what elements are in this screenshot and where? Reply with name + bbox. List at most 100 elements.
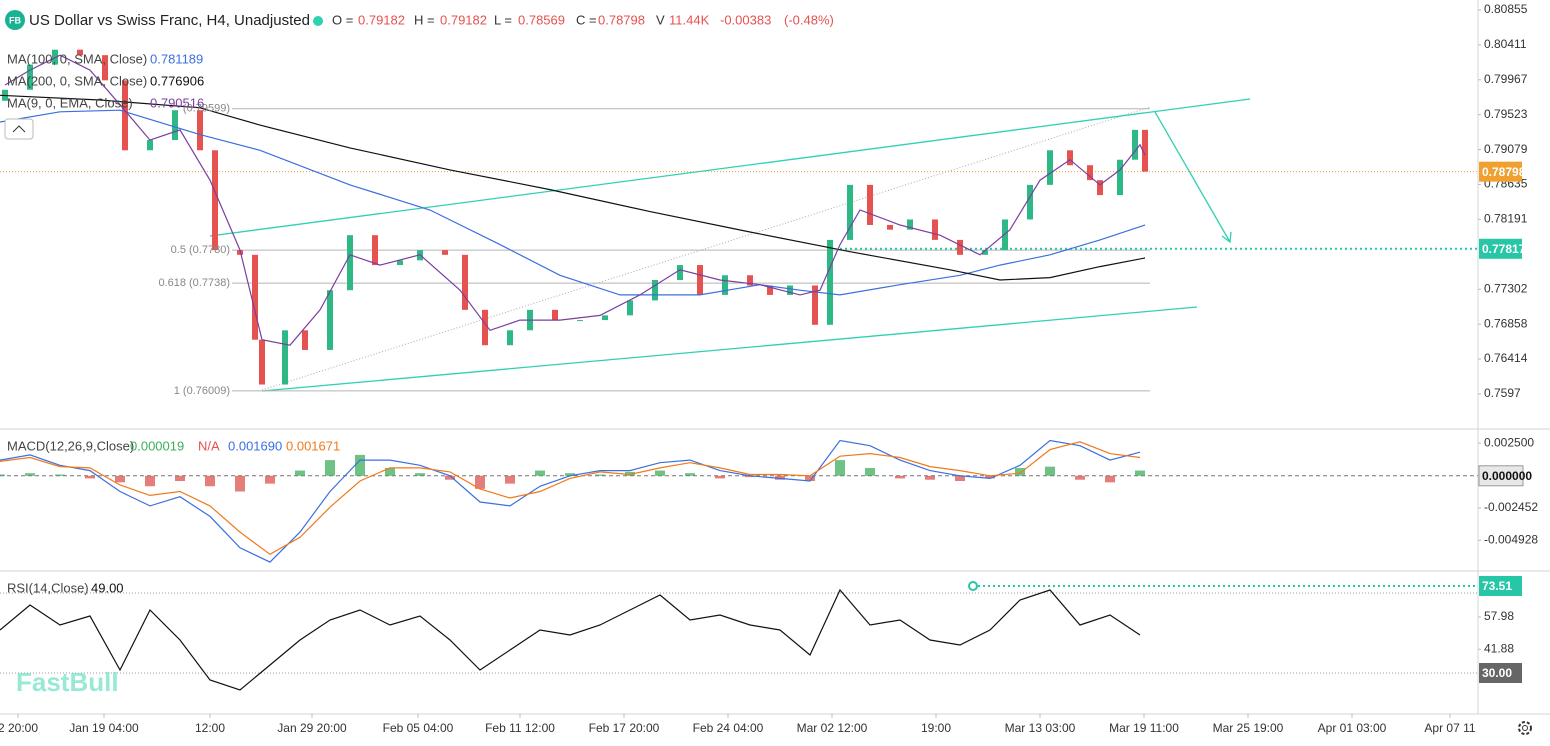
macd-histogram-bar <box>85 475 95 479</box>
ohlc-value: 0.79182 <box>358 12 405 27</box>
indicator-title: MACD(12,26,9,Close) <box>7 438 134 453</box>
x-tick-label: Apr 07 11 <box>1424 721 1475 735</box>
candle <box>932 219 938 240</box>
x-tick-label: Mar 13 03:00 <box>1005 721 1076 735</box>
macd-histogram-bar <box>685 473 695 476</box>
macd-histogram-bar <box>805 475 815 482</box>
candle <box>462 254 468 310</box>
x-tick-label: Feb 24 04:00 <box>693 721 764 735</box>
y-tick-label: 57.98 <box>1484 609 1514 623</box>
legend-value: 0.790516 <box>150 95 204 110</box>
candle <box>1142 129 1148 172</box>
macd-line <box>0 439 1141 563</box>
candle <box>552 309 558 321</box>
fib-label: 0.5 (0.7780) <box>171 244 230 256</box>
price-label: 30.00 <box>1482 666 1512 680</box>
candle <box>122 80 128 151</box>
macd-histogram-bar <box>925 475 935 480</box>
ohlc-label: V <box>656 12 665 27</box>
macd-histogram-bar <box>25 473 35 476</box>
ma-line <box>0 109 1146 296</box>
candle <box>1132 129 1138 160</box>
gear-teeth <box>1518 721 1532 735</box>
ohlc-label: O = <box>332 12 353 27</box>
price-label: 73.51 <box>1482 579 1512 593</box>
candle <box>442 250 448 255</box>
fib-label: 1 (0.76009) <box>174 385 230 397</box>
ohlc-value: 0.78798 <box>598 12 645 27</box>
candle <box>397 260 403 266</box>
candle <box>147 140 153 151</box>
candle <box>77 49 83 56</box>
legend-value: 49.00 <box>91 580 124 595</box>
candle <box>102 55 108 81</box>
y-tick-label: 0.77302 <box>1484 281 1528 295</box>
macd-histogram-bar <box>115 475 125 483</box>
candle <box>957 239 963 255</box>
x-tick-label: Mar 19 11:00 <box>1109 721 1179 735</box>
candle <box>302 330 308 350</box>
status-dot <box>313 16 323 26</box>
candle <box>1002 219 1008 251</box>
candle <box>197 110 203 151</box>
macd-histogram-bar <box>745 475 755 478</box>
collapse-button[interactable] <box>4 118 34 140</box>
price-label-box <box>1479 238 1522 259</box>
macd-histogram-bar <box>355 454 365 476</box>
indicator-title: RSI(14,Close) <box>7 580 89 595</box>
logo <box>5 10 25 30</box>
candle <box>1087 165 1093 181</box>
candle <box>347 235 353 291</box>
macd-histogram-bar <box>835 460 845 476</box>
legend-value: 0.776906 <box>150 73 204 88</box>
channel-lower <box>261 306 1198 392</box>
macd-histogram-bar <box>295 470 305 476</box>
price-label: 0.77817 <box>1482 242 1526 256</box>
y-tick-label: 0.79079 <box>1484 142 1528 156</box>
price-label-box <box>1479 161 1522 182</box>
price-label-box <box>1479 663 1522 683</box>
candle <box>372 235 378 266</box>
x-tick-label: Feb 11 12:00 <box>485 721 555 735</box>
arrow-line <box>1154 111 1231 243</box>
settings-icon[interactable] <box>1518 721 1532 735</box>
candle <box>577 320 583 322</box>
macd-histogram-bar <box>0 474 5 476</box>
macd-histogram-bar <box>1135 470 1145 476</box>
change-pct: (-0.48%) <box>784 12 834 27</box>
candle <box>627 300 633 316</box>
y-tick-label: 0.76858 <box>1484 316 1528 330</box>
legend-na: N/A <box>198 438 220 453</box>
y-tick-label: 41.88 <box>1484 641 1514 655</box>
candle <box>327 290 333 350</box>
macd-histogram-bar <box>1075 475 1085 480</box>
collapse-icon <box>12 125 26 133</box>
x-tick-label: Apr 01 03:00 <box>1318 721 1387 735</box>
candle <box>252 254 258 340</box>
candle <box>787 285 793 295</box>
price-label: 0.78798 <box>1482 165 1526 179</box>
macd-histogram-bar <box>1045 466 1055 476</box>
ohlc-value: 0.78569 <box>518 12 565 27</box>
candle <box>1027 184 1033 220</box>
candle <box>282 330 288 385</box>
x-tick-label: 12:00 <box>195 721 225 735</box>
ohlc-label: H = <box>414 12 435 27</box>
macd-histogram-bar <box>775 475 785 480</box>
macd-histogram-bar <box>415 473 425 476</box>
change: -0.00383 <box>720 12 771 27</box>
candle <box>1047 150 1053 185</box>
y-tick-label: 0.79967 <box>1484 72 1528 86</box>
y-tick-label: 0.80411 <box>1484 37 1527 51</box>
x-tick-label: Mar 02 12:00 <box>797 721 868 735</box>
candle <box>212 150 218 251</box>
watermark: FastBull <box>16 667 119 697</box>
x-tick-label: Jan 29 20:00 <box>277 721 347 735</box>
candle <box>867 184 873 225</box>
legend-value: 0.781189 <box>150 51 203 66</box>
ohlc-value: 0.79182 <box>440 12 487 27</box>
macd-histogram-bar <box>625 471 635 476</box>
x-tick-label: Jan 19 04:00 <box>69 721 139 735</box>
